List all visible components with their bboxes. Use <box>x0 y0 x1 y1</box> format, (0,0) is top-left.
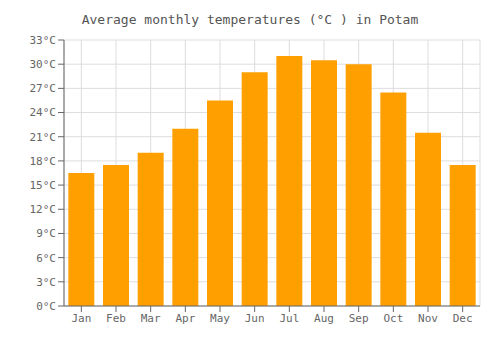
svg-text:May: May <box>210 312 230 325</box>
svg-text:Oct: Oct <box>383 312 403 325</box>
svg-text:Jul: Jul <box>279 312 299 325</box>
svg-text:Aug: Aug <box>314 312 334 325</box>
svg-text:15°C: 15°C <box>30 179 57 192</box>
svg-text:Dec: Dec <box>453 312 473 325</box>
svg-text:6°C: 6°C <box>36 252 56 265</box>
svg-text:9°C: 9°C <box>36 227 56 240</box>
svg-text:21°C: 21°C <box>30 131 57 144</box>
svg-text:Jan: Jan <box>71 312 91 325</box>
svg-text:Apr: Apr <box>175 312 195 325</box>
svg-text:12°C: 12°C <box>30 203 57 216</box>
svg-text:Sep: Sep <box>349 312 369 325</box>
svg-text:Feb: Feb <box>106 312 126 325</box>
svg-text:24°C: 24°C <box>30 106 57 119</box>
svg-text:Jun: Jun <box>245 312 265 325</box>
svg-text:27°C: 27°C <box>30 82 57 95</box>
svg-text:3°C: 3°C <box>36 276 56 289</box>
svg-text:33°C: 33°C <box>30 34 57 47</box>
html-text:Average monthly temperatures (: Average monthly temperatures (°C ) in Po… <box>81 12 419 27</box>
svg-text:30°C: 30°C <box>30 58 57 71</box>
svg-text:Mar: Mar <box>141 312 161 325</box>
svg-text:18°C: 18°C <box>30 155 57 168</box>
svg-text:Nov: Nov <box>418 312 438 325</box>
svg-text:0°C: 0°C <box>36 300 56 313</box>
